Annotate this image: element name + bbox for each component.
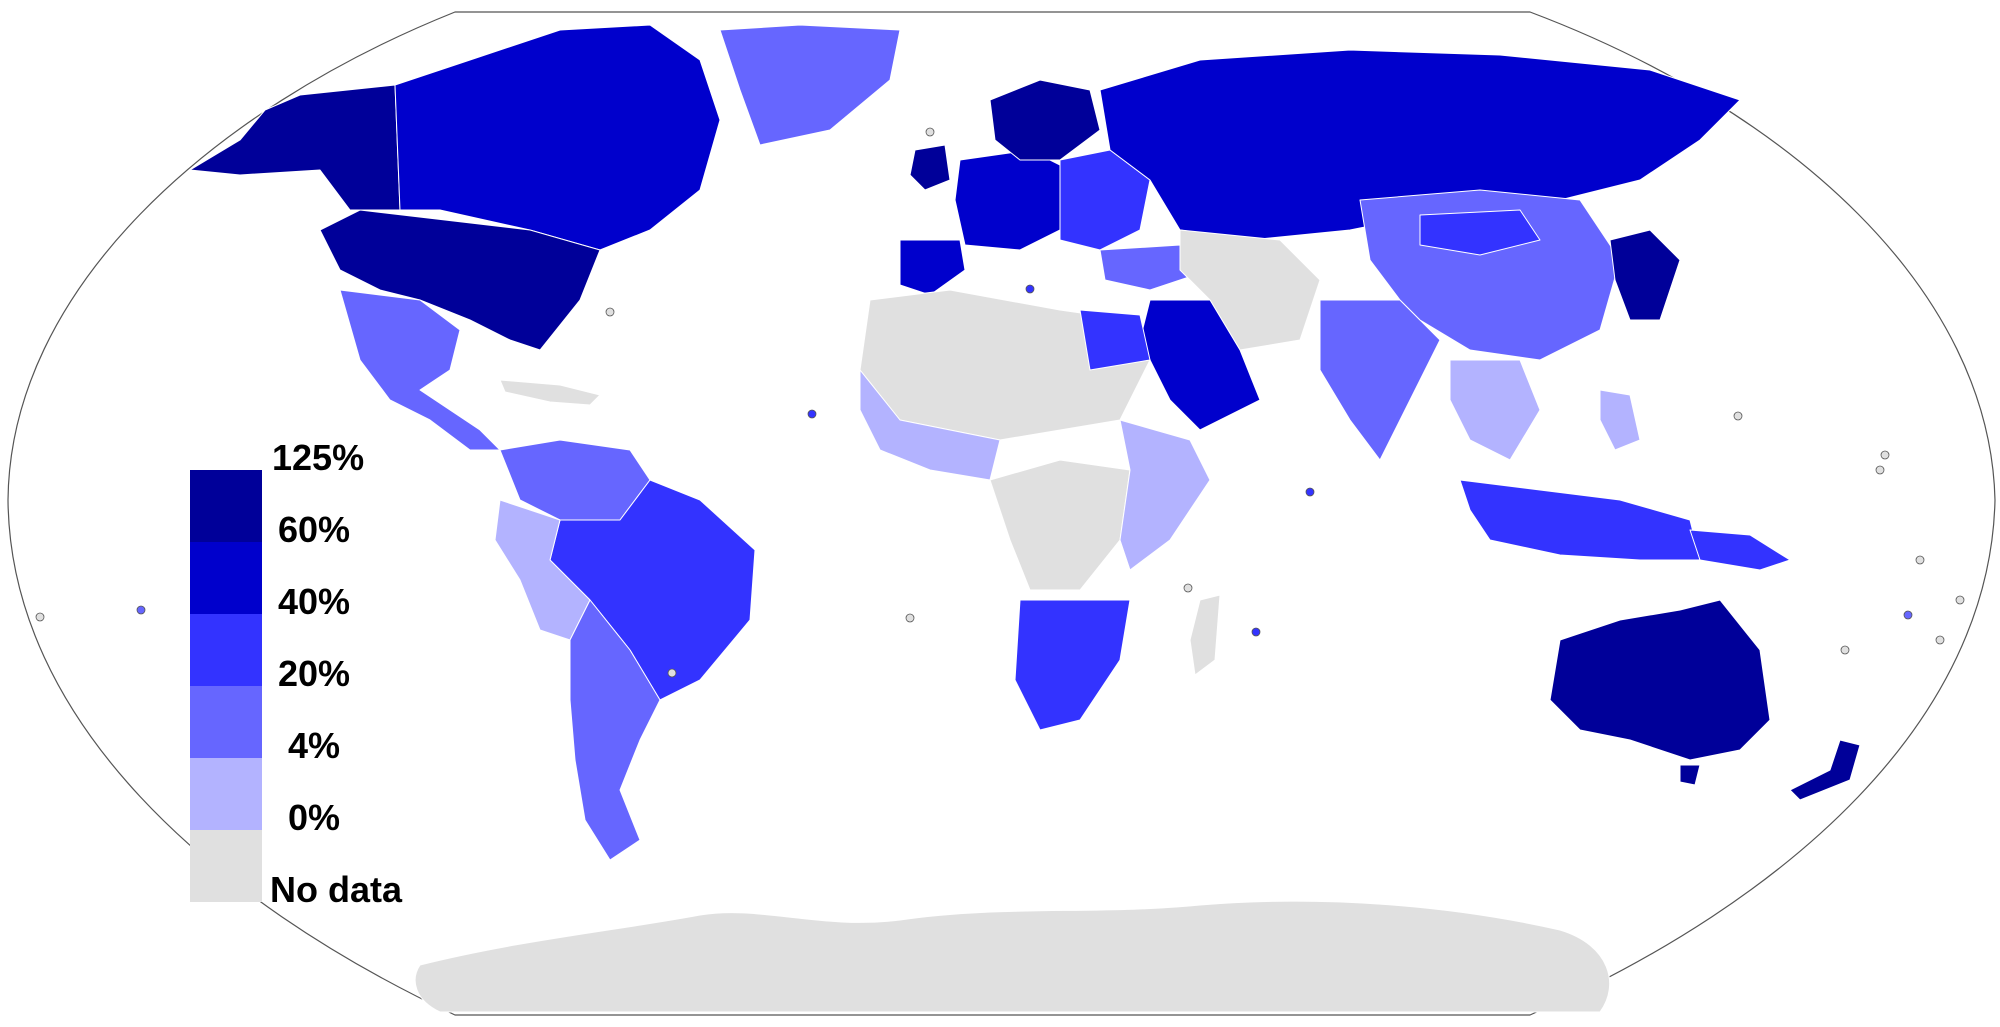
region-tasmania[interactable] bbox=[1679, 764, 1701, 786]
region-east-africa[interactable] bbox=[1119, 419, 1211, 571]
island-marker[interactable] bbox=[136, 605, 146, 615]
region-greenland[interactable] bbox=[719, 24, 901, 146]
island-marker[interactable] bbox=[1935, 635, 1945, 645]
region-southern-africa[interactable] bbox=[1014, 599, 1131, 731]
region-central-africa[interactable] bbox=[989, 459, 1131, 591]
region-scandinavia[interactable] bbox=[989, 79, 1101, 161]
legend-label-4: 4% bbox=[288, 725, 341, 766]
legend-label-40: 40% bbox=[278, 581, 351, 622]
region-russia[interactable] bbox=[1099, 49, 1741, 241]
legend bbox=[190, 470, 262, 902]
island-marker[interactable] bbox=[1025, 284, 1035, 294]
island-marker[interactable] bbox=[1305, 487, 1315, 497]
legend-swatch bbox=[190, 542, 262, 614]
legend-swatch bbox=[190, 686, 262, 758]
island-marker[interactable] bbox=[1915, 555, 1925, 565]
legend-label-125: 125% bbox=[272, 437, 365, 478]
region-southeast-asia[interactable] bbox=[1449, 359, 1541, 461]
island-marker[interactable] bbox=[1251, 627, 1261, 637]
island-marker[interactable] bbox=[605, 307, 615, 317]
region-central-asia-iran[interactable] bbox=[1179, 229, 1321, 351]
island-marker[interactable] bbox=[1903, 610, 1913, 620]
legend-label-0: 0% bbox=[288, 797, 341, 838]
island-marker[interactable] bbox=[1733, 411, 1743, 421]
region-caribbean[interactable] bbox=[499, 379, 601, 406]
region-iberia[interactable] bbox=[899, 239, 966, 296]
legend-label-20: 20% bbox=[278, 653, 351, 694]
region-mongolia[interactable] bbox=[1419, 209, 1541, 256]
region-uk-ireland[interactable] bbox=[909, 144, 951, 191]
island-marker[interactable] bbox=[807, 409, 817, 419]
region-canada[interactable] bbox=[359, 24, 721, 251]
island-marker[interactable] bbox=[1875, 465, 1885, 475]
region-korea-japan[interactable] bbox=[1609, 229, 1681, 321]
island-marker[interactable] bbox=[667, 668, 677, 678]
legend-label-no-data: No data bbox=[270, 869, 403, 910]
island-marker[interactable] bbox=[1183, 583, 1193, 593]
region-indonesia[interactable] bbox=[1459, 479, 1701, 561]
legend-swatch bbox=[190, 614, 262, 686]
island-marker[interactable] bbox=[905, 613, 915, 623]
legend-swatch bbox=[190, 830, 262, 902]
island-marker[interactable] bbox=[925, 127, 935, 137]
legend-swatch bbox=[190, 758, 262, 830]
region-antarctica[interactable] bbox=[414, 900, 1611, 1013]
region-australia[interactable] bbox=[1549, 599, 1771, 761]
legend-label-60: 60% bbox=[278, 509, 351, 550]
region-philippines[interactable] bbox=[1599, 389, 1641, 451]
region-new-guinea[interactable] bbox=[1689, 529, 1791, 571]
region-madagascar[interactable] bbox=[1189, 594, 1221, 676]
legend-swatch bbox=[190, 470, 262, 542]
region-argentina-chile[interactable] bbox=[569, 599, 661, 861]
island-marker[interactable] bbox=[1880, 450, 1890, 460]
region-new-zealand[interactable] bbox=[1789, 739, 1861, 801]
region-mexico-central-america[interactable] bbox=[339, 289, 501, 451]
island-marker[interactable] bbox=[1840, 645, 1850, 655]
region-west-africa[interactable] bbox=[859, 369, 1001, 481]
island-marker[interactable] bbox=[1955, 595, 1965, 605]
region-egypt[interactable] bbox=[1079, 309, 1151, 371]
region-usa[interactable] bbox=[319, 209, 601, 351]
island-marker[interactable] bbox=[35, 612, 45, 622]
